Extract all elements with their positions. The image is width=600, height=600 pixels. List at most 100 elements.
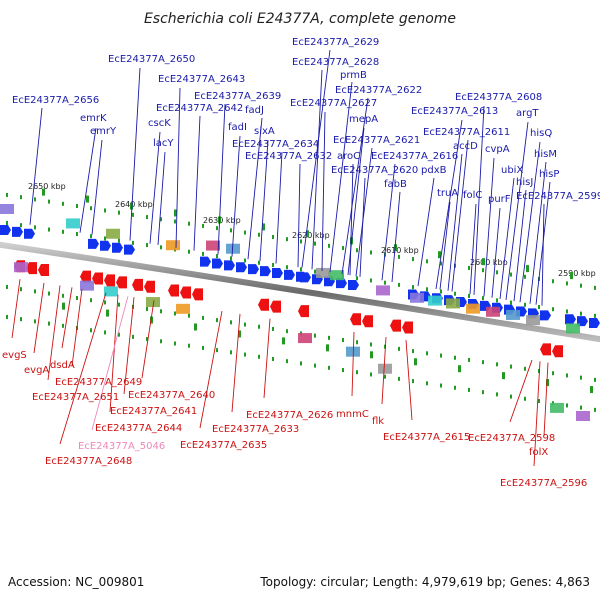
grid-dot (412, 257, 414, 262)
gene-feature-box (166, 240, 180, 251)
gene-feature-box (206, 240, 220, 251)
label-leader-line (469, 203, 477, 295)
label-leader-line (519, 141, 541, 303)
grid-dot (370, 250, 372, 255)
grid-dot (538, 305, 540, 310)
grid-dot (42, 188, 45, 196)
grid-dot (458, 365, 461, 373)
label-leader-line (321, 111, 326, 271)
grid-dots (6, 188, 596, 412)
label-leader-line (435, 119, 463, 289)
grid-dot (370, 372, 372, 377)
gene-label: hisJ (516, 177, 533, 188)
grid-dot (174, 341, 176, 346)
label-leader-line (247, 117, 263, 260)
label-leader-line (59, 292, 107, 445)
gene-label: EcE24377A_2615 (383, 432, 470, 443)
forward-gene-arrow (24, 228, 35, 239)
reverse-gene-arrow (104, 274, 115, 287)
forward-gene-arrow (284, 269, 295, 280)
grid-dot (76, 204, 78, 209)
reverse-gene-arrow (192, 288, 203, 301)
grid-dot (202, 315, 204, 320)
grid-dot (90, 328, 92, 333)
grid-dot (526, 265, 529, 273)
forward-gene-arrow (540, 310, 551, 321)
grid-dot (590, 386, 593, 394)
gene-feature-box (106, 228, 120, 239)
genome-backbone (0, 241, 600, 343)
grid-dot (188, 221, 190, 226)
gene-feature-box (566, 323, 580, 334)
grid-dot (202, 223, 204, 228)
label-leader-line (231, 313, 241, 413)
grid-dot (342, 338, 344, 343)
grid-dot (594, 377, 596, 382)
reverse-gene-arrow (350, 313, 361, 326)
tick-label: 2620 kbp (292, 231, 330, 240)
reverse-gene-arrow (144, 280, 155, 293)
gene-feature-box (316, 267, 330, 278)
grid-dot (482, 360, 484, 365)
grid-dot (244, 352, 246, 357)
grid-dot (370, 278, 372, 283)
gene-label: EcE24377A_2632 (245, 151, 332, 162)
label-leader-line (231, 135, 241, 257)
grid-dot (216, 254, 218, 259)
gene-label: EcE24377A_2639 (194, 91, 281, 102)
grid-dot (440, 383, 442, 388)
tick-label: 2590 kbp (558, 269, 596, 278)
grid-dot (412, 379, 414, 384)
grid-dot (160, 339, 162, 344)
label-leader-line (157, 151, 166, 245)
grid-dot (328, 243, 330, 248)
grid-dot (34, 225, 36, 230)
reverse-gene-arrow (38, 264, 49, 277)
reverse-strand-labels: evgS evgA dsdA EcE24377A_2649 EcE24377A_… (2, 350, 587, 489)
grid-dot (594, 313, 596, 318)
map-title: Escherichia coli E24377A, complete genom… (144, 11, 456, 27)
grid-dot (552, 371, 554, 376)
grid-dot (174, 311, 176, 316)
grid-dot (328, 335, 330, 340)
label-leader-line (109, 294, 119, 413)
grid-dot (426, 287, 428, 292)
grid-dot (104, 236, 106, 241)
label-leader-line (263, 318, 271, 399)
gene-label: EcE24377A_2621 (333, 135, 420, 146)
grid-dot (104, 208, 106, 213)
grid-dot (118, 238, 120, 243)
gene-label: folX (529, 447, 548, 458)
grid-dot (258, 354, 260, 359)
grid-dot (174, 209, 177, 217)
grid-dot (286, 265, 288, 270)
gene-label: EcE24377A_2651 (32, 392, 119, 403)
label-leader-line (509, 359, 533, 423)
gene-feature-box (378, 363, 392, 374)
grid-dot (394, 244, 397, 252)
grid-dot (20, 287, 22, 292)
gene-label: flk (372, 416, 384, 427)
label-leader-line (297, 163, 301, 268)
grid-dot (272, 234, 274, 239)
gene-label: pdxB (421, 165, 447, 176)
forward-gene-arrow (224, 260, 235, 271)
reverse-gene-arrow (180, 286, 191, 299)
reverse-gene-arrow (270, 300, 281, 313)
gene-label: EcE24377A_2640 (128, 390, 215, 401)
gene-label: prmB (340, 70, 367, 81)
label-leader-line (529, 161, 547, 304)
grid-dot (76, 232, 78, 237)
grid-dot (510, 272, 512, 277)
label-leader-line (123, 297, 135, 395)
gene-feature-box (146, 297, 160, 308)
reverse-gene-arrow (402, 321, 413, 334)
label-leader-line (505, 121, 529, 301)
gene-feature-box (66, 218, 80, 229)
label-leader-line (473, 105, 485, 295)
gene-label: EcE24377A_5046 (78, 441, 165, 452)
grid-dot (216, 226, 218, 231)
grid-dot (104, 330, 106, 335)
forward-strand-labels: EcE24377A_2656 EcE24377A_2650 EcE24377A_… (12, 37, 600, 205)
grid-dot (566, 403, 568, 408)
